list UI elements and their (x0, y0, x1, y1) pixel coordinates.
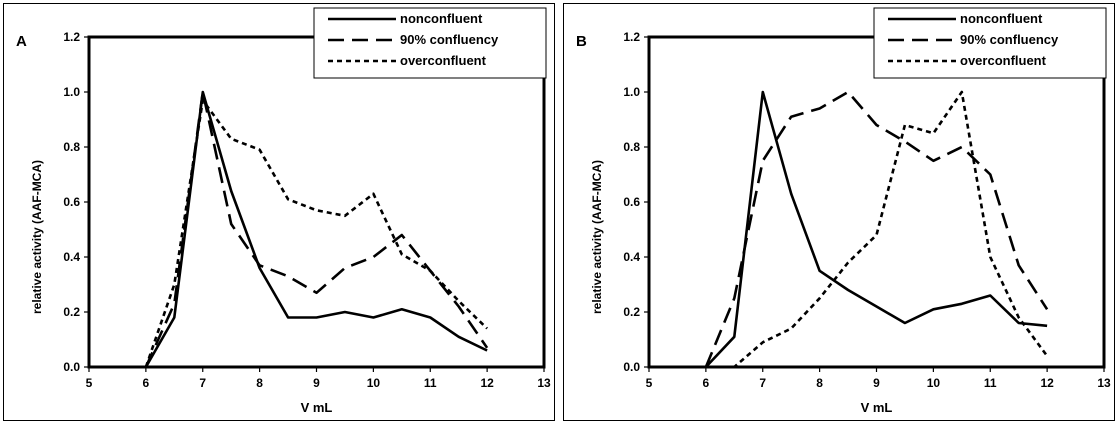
chart-0-x-tick-label: 7 (199, 376, 206, 390)
chart-1-series-0-line (706, 92, 1047, 367)
chart-0-y-axis-label: relative activity (AAF-MCA) (30, 160, 44, 314)
chart-0-legend-label-0: nonconfluent (400, 11, 483, 26)
chart-1-y-tick-label: 1.2 (623, 30, 640, 44)
chart-0-x-tick-label: 10 (367, 376, 381, 390)
chart-0-x-axis-label: V mL (301, 400, 333, 415)
chart-1-x-tick-label: 8 (816, 376, 823, 390)
chart-panel-b: B 0.0 0.2 0.4 0.6 0.8 1.0 1.2 5 6 7 8 9 10 11 12 13 V mL r… (563, 3, 1115, 421)
chart-a-svg: A 0.0 0.2 0.4 0.6 0.8 1.0 1.2 5 6 7 8 9 10 11 12 13 V mL r… (4, 4, 556, 422)
chart-0-x-tick-label: 13 (537, 376, 551, 390)
chart-1-y-axis-label: relative activity (AAF-MCA) (590, 160, 604, 314)
chart-0-x-tick-label: 6 (143, 376, 150, 390)
chart-1-x-tick-label: 11 (984, 376, 997, 390)
chart-0-y-tick-label: 0.6 (63, 195, 80, 209)
chart-1-y-tick-label: 0.8 (623, 140, 640, 154)
chart-1-y-tick-label: 1.0 (623, 85, 640, 99)
chart-0-y-tick-label: 1.2 (63, 30, 80, 44)
chart-0-x-tick-label: 5 (86, 376, 93, 390)
chart-0-x-tick-label: 12 (480, 376, 494, 390)
chart-0-y-tick-label: 0.4 (63, 250, 80, 264)
chart-1-panel-label: B (576, 33, 587, 50)
chart-0-x-tick-label: 9 (313, 376, 320, 390)
chart-1-y-tick-label: 0.4 (623, 250, 640, 264)
chart-0-y-tick-label: 0.8 (63, 140, 80, 154)
chart-1-legend-label-2: overconfluent (960, 53, 1047, 68)
chart-1-x-tick-label: 5 (646, 376, 653, 390)
chart-1-x-tick-label: 12 (1040, 376, 1054, 390)
chart-1-legend-label-1: 90% confluency (960, 32, 1059, 47)
chart-0-legend-label-1: 90% confluency (400, 32, 499, 47)
chart-panel-a: A 0.0 0.2 0.4 0.6 0.8 1.0 1.2 5 6 7 8 9 10 11 12 13 V mL r… (3, 3, 555, 421)
chart-1-x-tick-label: 9 (873, 376, 880, 390)
chart-0-y-tick-label: 0.0 (63, 360, 80, 374)
chart-0-y-tick-label: 1.0 (63, 85, 80, 99)
chart-1-y-tick-label: 0.0 (623, 360, 640, 374)
chart-0-x-tick-label: 11 (424, 376, 437, 390)
chart-1-x-tick-label: 13 (1097, 376, 1111, 390)
chart-0-panel-label: A (16, 33, 27, 50)
chart-1-x-tick-label: 6 (703, 376, 710, 390)
chart-1-x-axis-label: V mL (861, 400, 893, 415)
chart-1-y-tick-label: 0.2 (623, 305, 640, 319)
chart-0-x-tick-label: 8 (256, 376, 263, 390)
chart-b-svg: B 0.0 0.2 0.4 0.6 0.8 1.0 1.2 5 6 7 8 9 10 11 12 13 V mL r… (564, 4, 1116, 422)
chart-0-legend-label-2: overconfluent (400, 53, 487, 68)
chart-1-plot-frame (649, 37, 1104, 367)
chart-1-legend-label-0: nonconfluent (960, 11, 1043, 26)
chart-1-x-tick-label: 10 (927, 376, 941, 390)
chart-1-y-tick-label: 0.6 (623, 195, 640, 209)
chart-0-series-1-line (146, 92, 487, 367)
chart-0-y-tick-label: 0.2 (63, 305, 80, 319)
chart-1-x-tick-label: 7 (759, 376, 766, 390)
